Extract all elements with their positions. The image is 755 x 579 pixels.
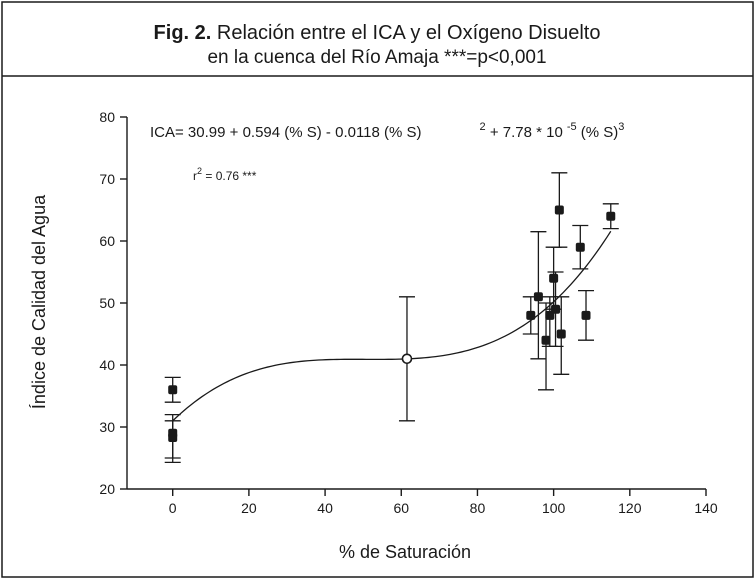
marker-filled	[551, 304, 561, 314]
data-point-9	[547, 271, 564, 348]
y-tick-label: 70	[99, 171, 115, 187]
x-tick-label: 0	[169, 500, 177, 516]
x-tick-label: 100	[542, 500, 566, 516]
data-point-10	[551, 172, 568, 248]
y-tick-label: 20	[99, 481, 115, 497]
x-tick-label: 140	[694, 500, 718, 516]
marker-filled	[554, 205, 564, 215]
data-point-5	[530, 231, 547, 360]
marker-filled	[533, 292, 543, 302]
y-tick-label: 80	[99, 109, 115, 125]
x-tick-label: 60	[393, 500, 409, 516]
r-squared-label: r	[193, 169, 197, 183]
caption-line1: Fig. 2. Relación entre el ICA y el Oxíge…	[154, 22, 601, 44]
equation-exponent-3: 3	[618, 121, 624, 133]
marker-filled	[168, 385, 178, 395]
marker-filled	[541, 335, 551, 345]
data-point-13	[578, 289, 595, 341]
y-tick-label: 30	[99, 419, 115, 435]
equation-part2: + 7.78 * 10	[486, 124, 563, 141]
marker-filled	[556, 329, 566, 339]
data-point-2	[164, 420, 181, 463]
caption-text-line1: Relación entre el ICA y el Oxígeno Disue…	[217, 22, 601, 44]
equation-exponent-2: 2	[480, 121, 486, 133]
data-point-0	[164, 376, 181, 403]
x-tick-label: 20	[241, 500, 257, 516]
x-tick-label: 40	[317, 500, 333, 516]
y-tick-label: 60	[99, 233, 115, 249]
data-point-14	[602, 203, 619, 230]
r-squared-value: = 0.76 ***	[202, 169, 257, 183]
equation: ICA= 30.99 + 0.594 (% S) - 0.0118 (% S) 2…	[150, 121, 624, 141]
caption-line2: en la cuenca del Río Amaja ***=p<0,001	[207, 47, 546, 68]
plot-area: 20 30 40 50 60 70 80 0 20 40 60 80 100 120 140	[99, 109, 717, 516]
y-tick-label: 40	[99, 357, 115, 373]
marker-filled	[575, 242, 585, 252]
data-point-12	[572, 224, 589, 270]
marker-filled	[581, 310, 591, 320]
marker-filled	[526, 310, 536, 320]
r-squared-exponent: 2	[197, 166, 202, 176]
fig-label: Fig. 2.	[154, 22, 212, 44]
data-point-11	[553, 296, 570, 375]
marker-filled	[606, 211, 616, 221]
marker-filled	[168, 433, 178, 443]
x-axis-label: % de Saturación	[339, 542, 471, 562]
points-layer	[164, 172, 619, 463]
y-axis-label: Índice de Calidad del Agua	[29, 194, 49, 409]
marker-filled	[549, 273, 559, 283]
equation-part3: (% S)	[577, 124, 619, 141]
equation-exponent-neg5: -5	[567, 121, 577, 133]
marker-open	[401, 353, 413, 365]
axes: 20 30 40 50 60 70 80 0 20 40 60 80 100 120 140	[99, 109, 717, 516]
data-point-3	[398, 296, 415, 422]
x-tick-label: 120	[618, 500, 642, 516]
r-squared: r2 = 0.76 ***	[193, 166, 257, 183]
y-tick-label: 50	[99, 295, 115, 311]
equation-part1: ICA= 30.99 + 0.594 (% S) - 0.0118 (% S)	[150, 124, 422, 141]
x-tick-label: 80	[470, 500, 486, 516]
